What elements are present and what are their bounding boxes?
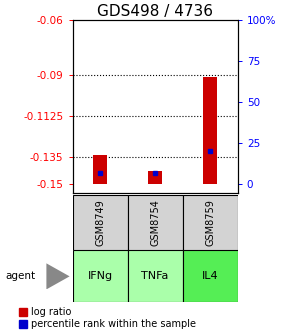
Text: GSM8754: GSM8754 [150, 199, 160, 246]
Bar [148, 171, 162, 184]
Text: GSM8749: GSM8749 [95, 199, 105, 246]
FancyBboxPatch shape [183, 250, 238, 302]
Title: GDS498 / 4736: GDS498 / 4736 [97, 4, 213, 19]
FancyBboxPatch shape [128, 250, 183, 302]
Bar [203, 77, 217, 184]
Legend: log ratio, percentile rank within the sample: log ratio, percentile rank within the sa… [19, 307, 196, 329]
Polygon shape [46, 263, 70, 289]
Text: GSM8759: GSM8759 [205, 199, 215, 246]
Text: IL4: IL4 [202, 271, 219, 281]
Text: IFNg: IFNg [88, 271, 113, 281]
FancyBboxPatch shape [128, 195, 183, 250]
FancyBboxPatch shape [72, 195, 128, 250]
FancyBboxPatch shape [72, 250, 128, 302]
FancyBboxPatch shape [183, 195, 238, 250]
Text: TNFa: TNFa [142, 271, 169, 281]
Bar [93, 155, 107, 184]
Text: agent: agent [6, 271, 36, 281]
